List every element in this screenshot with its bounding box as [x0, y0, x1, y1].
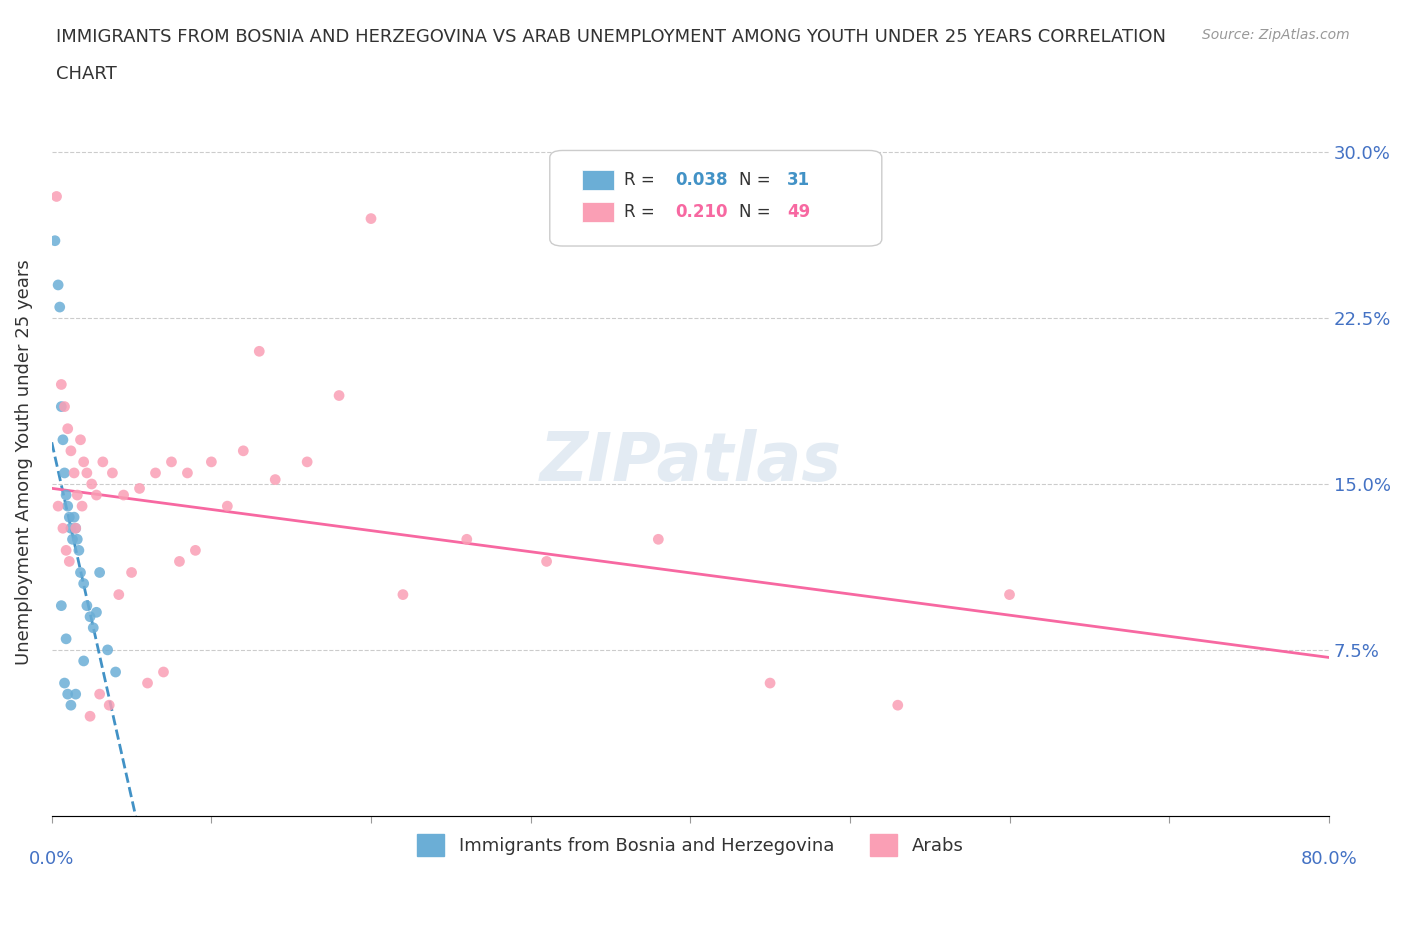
Point [73, 455, 96, 470]
Point [56, 686, 79, 701]
Text: R =: R = [624, 171, 659, 189]
Point [55, 543, 77, 558]
Text: 31: 31 [787, 171, 810, 189]
Point [89, 686, 111, 701]
Point [58, 554, 80, 569]
Point [152, 665, 174, 680]
Point [76, 466, 98, 481]
Point [65, 521, 87, 536]
Point [107, 587, 129, 602]
Point [52, 521, 75, 536]
Point [104, 665, 127, 680]
Point [247, 344, 270, 359]
Text: CHART: CHART [56, 65, 117, 83]
Text: 0.0%: 0.0% [30, 851, 75, 869]
Point [52, 432, 75, 447]
Point [62, 532, 84, 547]
Point [536, 554, 558, 569]
Point [264, 472, 287, 487]
Point [46, 498, 69, 513]
Text: 49: 49 [787, 203, 811, 221]
Point [69, 432, 91, 447]
Point [128, 481, 150, 496]
Point [887, 698, 910, 712]
Point [65, 521, 87, 536]
Point [59, 521, 82, 536]
Point [86, 487, 108, 502]
Point [63, 466, 86, 481]
Text: 80.0%: 80.0% [1301, 851, 1357, 869]
Text: Source: ZipAtlas.com: Source: ZipAtlas.com [1202, 28, 1350, 42]
Point [176, 466, 198, 481]
Point [46, 277, 69, 292]
Point [51, 598, 73, 613]
Legend: Immigrants from Bosnia and Herzegovina, Arabs: Immigrants from Bosnia and Herzegovina, … [409, 827, 970, 863]
Point [73, 576, 96, 591]
Point [69, 565, 91, 580]
Point [360, 211, 382, 226]
Point [65, 686, 87, 701]
Point [160, 455, 183, 470]
Point [58, 510, 80, 525]
Point [91, 455, 114, 470]
Point [45, 189, 67, 204]
Y-axis label: Unemployment Among Youth under 25 years: Unemployment Among Youth under 25 years [15, 259, 32, 665]
Point [647, 532, 669, 547]
Point [456, 532, 478, 547]
Point [998, 587, 1021, 602]
Point [53, 675, 76, 690]
Text: 0.210: 0.210 [675, 203, 727, 221]
Point [184, 543, 207, 558]
Point [232, 444, 254, 458]
Point [200, 455, 222, 470]
Point [51, 399, 73, 414]
Point [56, 498, 79, 513]
Point [145, 466, 167, 481]
FancyBboxPatch shape [582, 202, 613, 222]
Point [67, 543, 90, 558]
Point [70, 498, 93, 513]
Point [295, 455, 318, 470]
Point [79, 609, 101, 624]
Point [56, 421, 79, 436]
Point [76, 598, 98, 613]
Point [80, 476, 103, 491]
Point [79, 709, 101, 724]
Point [86, 604, 108, 619]
Point [53, 399, 76, 414]
Text: N =: N = [738, 203, 776, 221]
Point [55, 631, 77, 646]
Text: R =: R = [624, 203, 659, 221]
Point [51, 377, 73, 392]
Text: ZIPatlas: ZIPatlas [540, 429, 841, 495]
Point [101, 466, 124, 481]
Point [55, 487, 77, 502]
Point [328, 388, 350, 403]
Point [136, 675, 159, 690]
Point [73, 654, 96, 669]
Point [97, 643, 120, 658]
Text: N =: N = [738, 171, 776, 189]
Point [98, 698, 121, 712]
FancyBboxPatch shape [550, 151, 882, 246]
Point [82, 620, 104, 635]
Point [392, 587, 415, 602]
Point [63, 510, 86, 525]
Point [66, 487, 89, 502]
Point [112, 487, 135, 502]
FancyBboxPatch shape [582, 170, 613, 190]
Text: 0.038: 0.038 [675, 171, 727, 189]
Point [59, 444, 82, 458]
Point [53, 466, 76, 481]
Point [759, 675, 782, 690]
Point [48, 299, 70, 314]
Point [217, 498, 239, 513]
Point [89, 565, 111, 580]
Text: IMMIGRANTS FROM BOSNIA AND HERZEGOVINA VS ARAB UNEMPLOYMENT AMONG YOUTH UNDER 25: IMMIGRANTS FROM BOSNIA AND HERZEGOVINA V… [56, 28, 1166, 46]
Point [59, 698, 82, 712]
Point [121, 565, 143, 580]
Point [66, 532, 89, 547]
Point [44, 233, 66, 248]
Point [169, 554, 191, 569]
